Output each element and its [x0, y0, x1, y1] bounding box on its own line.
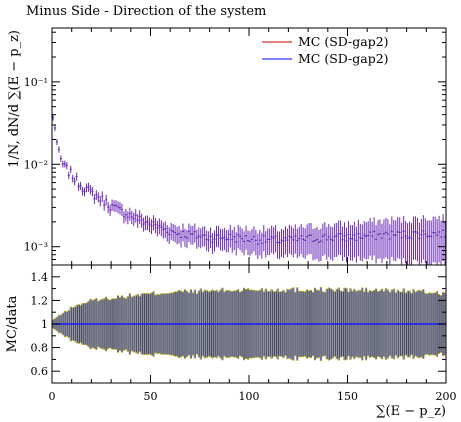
legend-label-series-2: MC (SD-gap2) — [298, 51, 389, 66]
ratio-y-tick-label: 0.6 — [31, 365, 49, 378]
ratio-y-tick-label: 1.2 — [31, 294, 49, 307]
main-y-axis-label: 1/N, dN/d ∑(E − p_z) — [7, 30, 22, 168]
ratio-axes: 0.6 0.8 1 1.2 1.4 0 50 100 150 200 — [31, 264, 457, 403]
x-tick-label: 0 — [49, 390, 56, 403]
y-tick-label: 10⁻³ — [24, 241, 48, 254]
ratio-y-tick-label: 0.8 — [31, 342, 49, 355]
x-tick-label: 200 — [436, 390, 457, 403]
ratio-panel: 0.6 0.8 1 1.2 1.4 0 50 100 150 200 MC/data ∑(E − … — [5, 264, 457, 419]
ratio-y-tick-label: 1.4 — [31, 271, 49, 284]
ratio-y-tick-label: 1 — [41, 318, 48, 331]
x-tick-label: 150 — [337, 390, 358, 403]
main-data-layer — [52, 114, 446, 265]
x-tick-label: 50 — [144, 390, 158, 403]
y-tick-label: 10⁻² — [24, 158, 48, 171]
main-axes: 10⁻³ 10⁻² 10⁻¹ — [24, 28, 447, 266]
x-axis-label: ∑(E − p_z) — [376, 404, 446, 419]
plot-title: Minus Side - Direction of the system — [26, 4, 267, 19]
main-panel: 10⁻³ 10⁻² 10⁻¹ MC (SD-gap2) MC (SD-gap2) 1… — [7, 27, 447, 266]
y-tick-label: 10⁻¹ — [24, 76, 48, 89]
legend-label-series-1: MC (SD-gap2) — [298, 34, 389, 49]
x-tick-label: 100 — [239, 390, 260, 403]
ratio-y-axis-label: MC/data — [5, 295, 20, 352]
ratio-data-layer — [51, 286, 446, 362]
legend: MC (SD-gap2) MC (SD-gap2) — [262, 34, 389, 66]
